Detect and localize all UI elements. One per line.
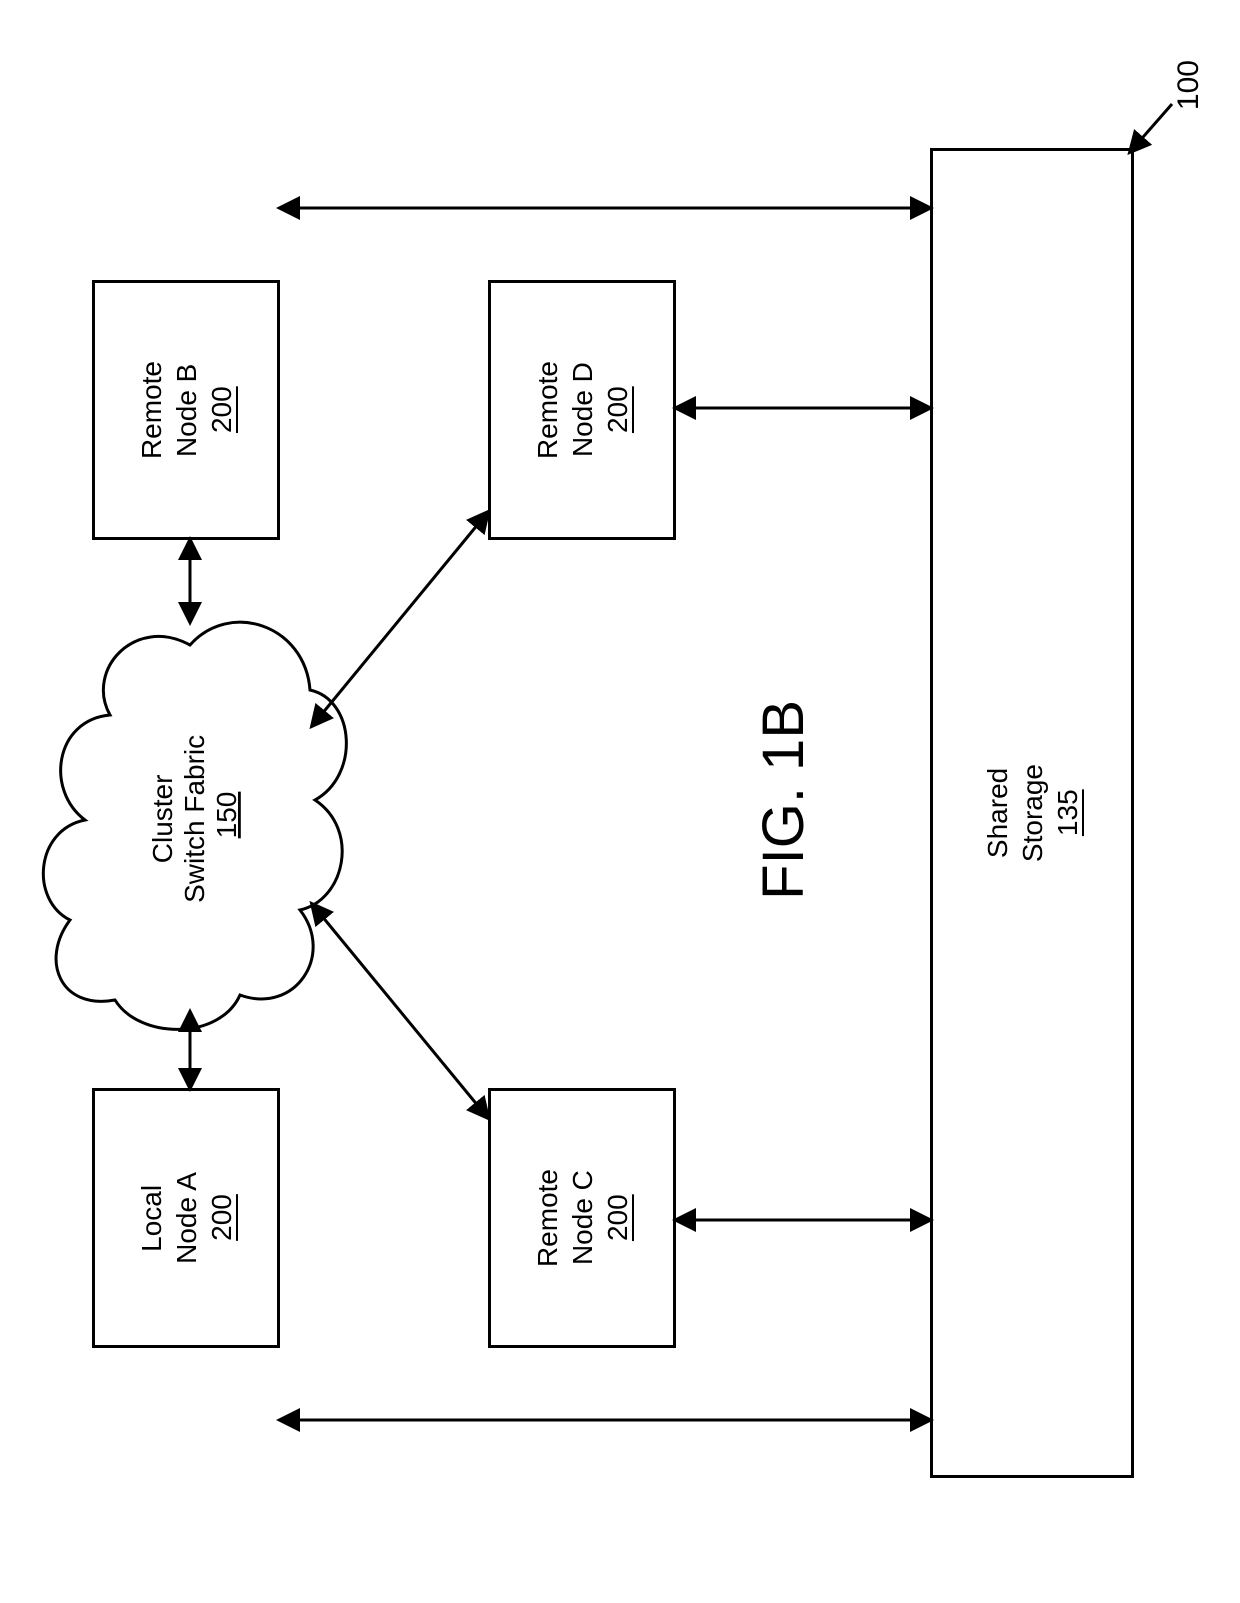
fabric-title-line2: Switch Fabric [179, 735, 210, 903]
remote-node-d-box: RemoteNode D 200 [488, 280, 676, 540]
remote-node-b-label: RemoteNode B 200 [134, 361, 239, 459]
figure-ref-number: 100 [1172, 60, 1206, 110]
remote-node-c-code: 200 [602, 1195, 633, 1242]
cluster-switch-fabric-label: Cluster Switch Fabric 150 [147, 727, 242, 903]
shared-storage-code: 135 [1052, 790, 1083, 837]
remote-node-d-code: 200 [602, 387, 633, 434]
remote-node-c-label: RemoteNode C 200 [530, 1169, 635, 1267]
fabric-code: 150 [211, 792, 242, 839]
local-node-a-label: LocalNode A 200 [134, 1172, 239, 1264]
local-node-a-box: LocalNode A 200 [92, 1088, 280, 1348]
edge-fabric-d [312, 512, 488, 726]
shared-storage-label: SharedStorage 135 [980, 764, 1085, 862]
remote-node-c-title: RemoteNode C [532, 1169, 598, 1267]
edge-fabric-c [312, 904, 488, 1118]
ref-arrow-100 [1130, 104, 1172, 152]
remote-node-b-code: 200 [206, 387, 237, 434]
local-node-a-code: 200 [206, 1195, 237, 1242]
figure-caption: FIG. 1B [750, 700, 817, 900]
remote-node-d-label: RemoteNode D 200 [530, 361, 635, 459]
remote-node-c-box: RemoteNode C 200 [488, 1088, 676, 1348]
shared-storage-title: SharedStorage [982, 764, 1048, 862]
remote-node-b-box: RemoteNode B 200 [92, 280, 280, 540]
shared-storage-box: SharedStorage 135 [930, 148, 1134, 1478]
cluster-switch-fabric-cloud [43, 622, 346, 1029]
remote-node-b-title: RemoteNode B [136, 361, 202, 459]
remote-node-d-title: RemoteNode D [532, 361, 598, 459]
local-node-a-title: LocalNode A [136, 1172, 202, 1264]
diagram-canvas: SharedStorage 135 LocalNode A 200 Remote… [0, 0, 1240, 1603]
fabric-title-line1: Cluster [147, 775, 178, 864]
svg-text:Cluster Switch Fabric: Cluster Switch Fabric 150 [147, 727, 242, 903]
